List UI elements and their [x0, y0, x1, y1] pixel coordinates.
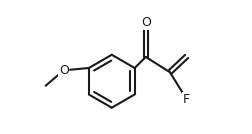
- Text: O: O: [141, 16, 151, 29]
- Text: F: F: [183, 93, 190, 106]
- Text: O: O: [59, 64, 69, 77]
